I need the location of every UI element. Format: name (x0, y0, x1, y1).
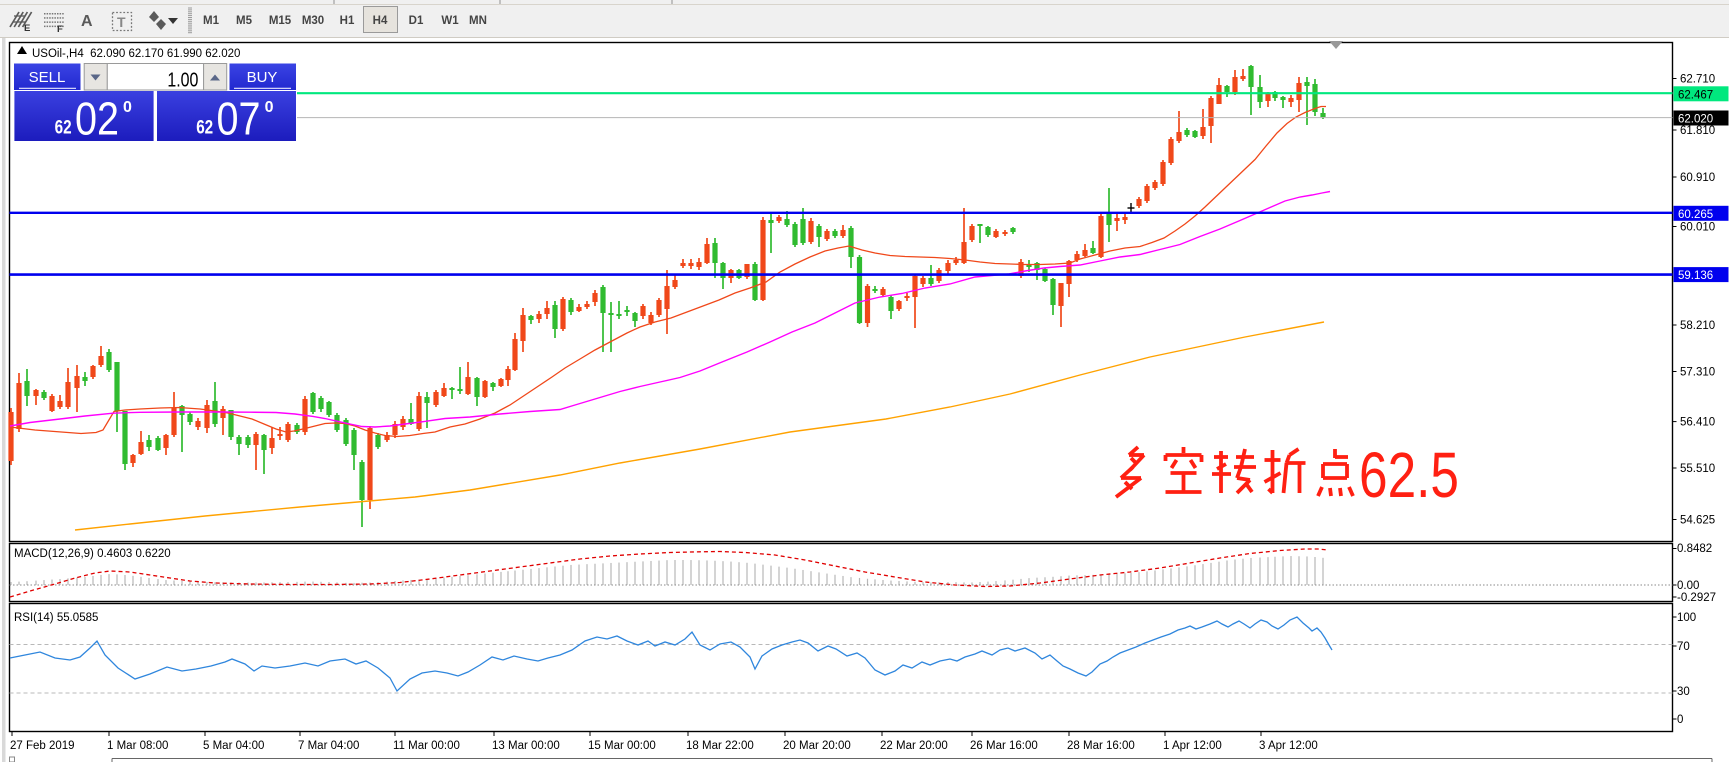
svg-text:13 Mar 00:00: 13 Mar 00:00 (492, 740, 560, 752)
svg-text:MN: MN (469, 15, 487, 27)
svg-text:RSI(14) 55.0585: RSI(14) 55.0585 (14, 612, 98, 624)
svg-text:28 Mar 16:00: 28 Mar 16:00 (1067, 740, 1135, 752)
svg-text:0.00: 0.00 (1677, 580, 1699, 592)
svg-text:26 Mar 16:00: 26 Mar 16:00 (970, 740, 1038, 752)
svg-text:0: 0 (265, 99, 274, 116)
svg-text:22 Mar 20:00: 22 Mar 20:00 (880, 740, 948, 752)
svg-text:0: 0 (1677, 714, 1683, 726)
svg-text:1 Apr 12:00: 1 Apr 12:00 (1163, 740, 1222, 752)
svg-text:58.210: 58.210 (1680, 320, 1715, 332)
svg-text:02: 02 (75, 93, 119, 145)
svg-text:SELL: SELL (29, 69, 66, 86)
svg-text:20 Mar 20:00: 20 Mar 20:00 (783, 740, 851, 752)
svg-text:70: 70 (1677, 641, 1690, 653)
svg-text:-0.2927: -0.2927 (1677, 592, 1716, 604)
svg-text:30: 30 (1677, 686, 1690, 698)
svg-text:M5: M5 (236, 15, 253, 27)
svg-text:60.265: 60.265 (1678, 209, 1713, 221)
svg-text:H1: H1 (340, 15, 355, 27)
svg-text:5 Mar 04:00: 5 Mar 04:00 (203, 740, 264, 752)
svg-text:0: 0 (123, 99, 132, 116)
svg-text:W1: W1 (441, 15, 459, 27)
svg-text:62.5: 62.5 (1359, 439, 1459, 511)
svg-text:61.810: 61.810 (1680, 125, 1715, 137)
svg-text:A: A (81, 13, 93, 30)
svg-text:1.00: 1.00 (167, 70, 198, 92)
svg-text:56.410: 56.410 (1680, 417, 1715, 429)
svg-text:H4: H4 (373, 15, 388, 27)
svg-text:11 Mar 00:00: 11 Mar 00:00 (393, 740, 460, 752)
svg-text:18 Mar 22:00: 18 Mar 22:00 (686, 740, 754, 752)
svg-text:0.8482: 0.8482 (1677, 543, 1712, 555)
svg-text:27 Feb 2019: 27 Feb 2019 (10, 740, 75, 752)
svg-text:F: F (57, 24, 63, 35)
svg-text:T: T (117, 14, 126, 30)
svg-text:1 Mar 08:00: 1 Mar 08:00 (107, 740, 168, 752)
svg-text:E: E (24, 23, 30, 34)
svg-text:62: 62 (196, 118, 213, 139)
svg-text:USOil-,H4 62.090 62.170 61.99: USOil-,H4 62.090 62.170 61.990 62.020 (32, 48, 240, 60)
svg-text:54.625: 54.625 (1680, 515, 1715, 527)
svg-text:62.020: 62.020 (1678, 114, 1713, 126)
svg-text:3 Apr 12:00: 3 Apr 12:00 (1259, 740, 1318, 752)
svg-text:D1: D1 (409, 15, 424, 27)
svg-text:62.710: 62.710 (1680, 74, 1715, 86)
svg-text:100: 100 (1677, 612, 1696, 624)
svg-text:M15: M15 (269, 15, 292, 27)
svg-text:55.510: 55.510 (1680, 463, 1715, 475)
svg-text:M30: M30 (302, 15, 324, 27)
svg-text:57.310: 57.310 (1680, 367, 1715, 379)
svg-text:BUY: BUY (247, 69, 278, 86)
svg-text:59.136: 59.136 (1678, 270, 1713, 282)
svg-text:15 Mar 00:00: 15 Mar 00:00 (588, 740, 656, 752)
svg-text:60.010: 60.010 (1680, 222, 1715, 234)
svg-text:60.910: 60.910 (1680, 172, 1715, 184)
svg-text:62: 62 (55, 118, 72, 139)
svg-text:M1: M1 (203, 15, 220, 27)
svg-text:MACD(12,26,9) 0.4603 0.6220: MACD(12,26,9) 0.4603 0.6220 (14, 548, 171, 560)
svg-text:62.467: 62.467 (1678, 89, 1713, 101)
svg-text:7 Mar 04:00: 7 Mar 04:00 (298, 740, 359, 752)
svg-text:07: 07 (217, 93, 261, 145)
